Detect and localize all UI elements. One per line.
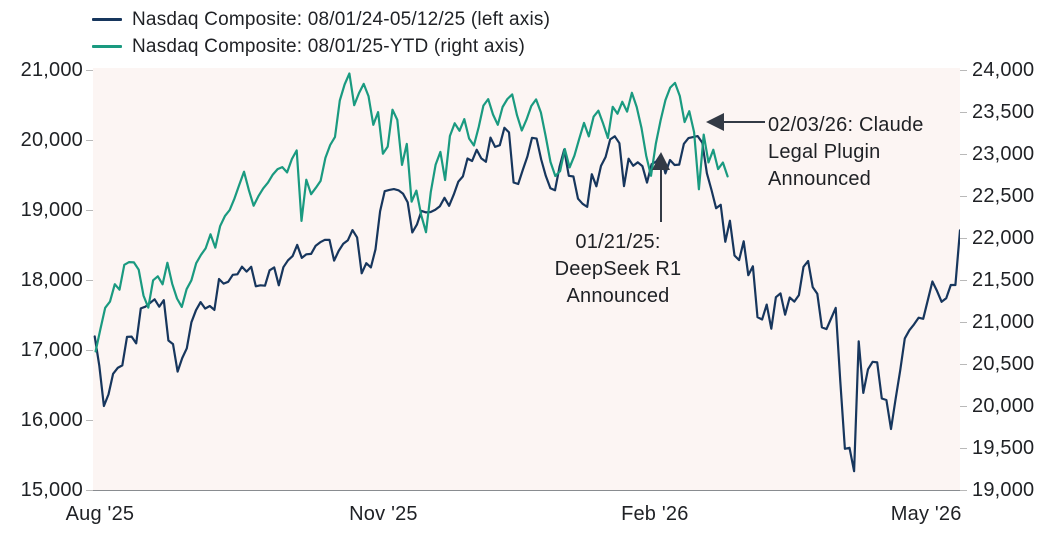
left-axis-tick-mark — [86, 140, 93, 141]
right-axis-tick-mark — [960, 364, 967, 365]
left-axis-tick-label: 17,000 — [20, 339, 83, 361]
right-axis-tick-label: 19,500 — [972, 437, 1035, 459]
right-axis-tick-label: 21,500 — [972, 269, 1035, 291]
left-axis-tick-mark — [86, 490, 93, 491]
annotation-deepseek-line1: 01/21/25: — [575, 231, 661, 253]
right-axis-tick-label: 22,000 — [972, 227, 1035, 249]
series-line-teal — [94, 72, 729, 353]
legend-label-right-series: Nasdaq Composite: 08/01/25-YTD (right ax… — [132, 35, 525, 57]
legend-item-right-series: Nasdaq Composite: 08/01/25-YTD (right ax… — [92, 33, 550, 60]
right-axis-tick-mark — [960, 154, 967, 155]
right-axis-tick-mark — [960, 238, 967, 239]
right-axis-tick-label: 21,000 — [972, 311, 1035, 333]
annotation-claude: 02/03/26: Claude Legal Plugin Announced — [768, 112, 924, 193]
right-axis-tick-mark — [960, 322, 967, 323]
right-axis-tick-label: 23,500 — [972, 101, 1035, 123]
left-axis-tick-label: 18,000 — [20, 269, 83, 291]
annotation-deepseek-line2: DeepSeek R1 — [554, 258, 682, 280]
right-axis-tick-mark — [960, 406, 967, 407]
plot-area — [93, 68, 960, 491]
right-axis-tick-mark — [960, 448, 967, 449]
annotation-claude-line1: 02/03/26: Claude — [768, 114, 924, 136]
annotation-claude-line3: Announced — [768, 168, 872, 190]
right-axis-tick-label: 24,000 — [972, 59, 1035, 81]
x-axis-tick-label: Nov '25 — [349, 503, 418, 525]
annotation-deepseek: 01/21/25: DeepSeek R1 Announced — [525, 229, 711, 310]
left-axis-tick-label: 20,000 — [20, 129, 83, 151]
legend-item-left-series: Nasdaq Composite: 08/01/24-05/12/25 (lef… — [92, 6, 550, 33]
left-axis-tick-label: 15,000 — [20, 479, 83, 501]
line-chart — [93, 72, 960, 473]
series-line-navy — [93, 126, 960, 473]
x-axis-tick-label: Aug '25 — [65, 503, 135, 525]
right-axis-tick-label: 20,000 — [972, 395, 1035, 417]
right-axis-tick-mark — [960, 196, 967, 197]
right-axis-tick-mark — [960, 280, 967, 281]
right-axis-tick-mark — [960, 112, 967, 113]
navy-line-swatch-icon — [92, 18, 122, 21]
teal-line-swatch-icon — [92, 45, 122, 48]
annotation-deepseek-line3: Announced — [566, 285, 670, 307]
annotation-claude-line2: Legal Plugin — [768, 141, 881, 163]
right-axis-tick-label: 19,000 — [972, 479, 1035, 501]
x-axis-tick-label: Feb '26 — [621, 503, 689, 525]
left-axis-tick-mark — [86, 70, 93, 71]
right-axis-tick-label: 22,500 — [972, 185, 1035, 207]
right-axis-tick-mark — [960, 490, 967, 491]
left-axis-tick-mark — [86, 280, 93, 281]
legend-label-left-series: Nasdaq Composite: 08/01/24-05/12/25 (lef… — [132, 8, 551, 30]
left-axis-tick-mark — [86, 420, 93, 421]
left-axis-tick-mark — [86, 350, 93, 351]
left-axis-tick-label: 19,000 — [20, 199, 83, 221]
left-axis-tick-label: 21,000 — [20, 59, 83, 81]
x-axis-tick-label: May '26 — [890, 503, 962, 525]
left-axis-tick-mark — [86, 210, 93, 211]
right-axis-tick-mark — [960, 70, 967, 71]
right-axis-tick-label: 20,500 — [972, 353, 1035, 375]
legend: Nasdaq Composite: 08/01/24-05/12/25 (lef… — [92, 6, 550, 60]
left-axis-tick-label: 16,000 — [20, 409, 83, 431]
right-axis-tick-label: 23,000 — [972, 143, 1035, 165]
